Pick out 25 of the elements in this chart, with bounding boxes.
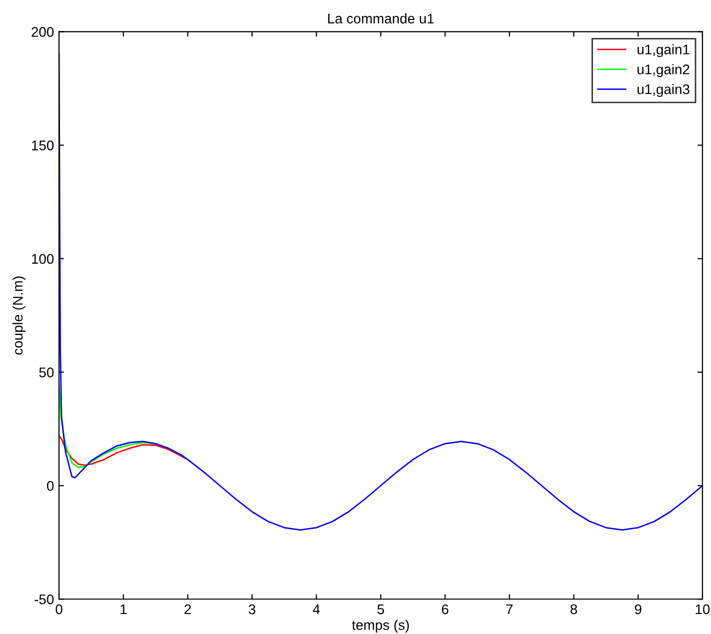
y-tick-label: 150	[32, 140, 54, 150]
x-tick-label: 2	[184, 604, 191, 614]
y-tick-label: -50	[34, 594, 54, 604]
y-tick-label: 100	[32, 254, 54, 264]
legend-label: u1,gain1	[638, 44, 690, 58]
x-tick-label: 5	[377, 604, 384, 614]
x-tick-label: 6	[442, 604, 448, 614]
x-tick-label: 7	[506, 604, 513, 614]
x-axis-title: temps (s)	[352, 620, 409, 633]
x-tick-label: 4	[312, 604, 320, 614]
x-tick-label: 0	[56, 604, 62, 614]
y-tick-label: 200	[32, 27, 54, 37]
x-tick-label: 10	[696, 604, 710, 614]
y-axis-title: couple (N.m)	[12, 276, 26, 355]
legend-label: u1,gain2	[638, 64, 690, 78]
chart-title: La commande u1	[328, 13, 434, 24]
y-tick-label: 50	[39, 367, 54, 378]
legend-label: u1,gain3	[638, 84, 690, 97]
y-tick-label: 0	[46, 480, 54, 491]
x-tick-label: 9	[634, 604, 642, 614]
line-series	[59, 435, 188, 466]
line-series	[59, 382, 156, 468]
x-tick-label: 3	[248, 604, 256, 614]
x-tick-label: 1	[120, 604, 127, 614]
x-tick-label: 8	[570, 604, 578, 614]
